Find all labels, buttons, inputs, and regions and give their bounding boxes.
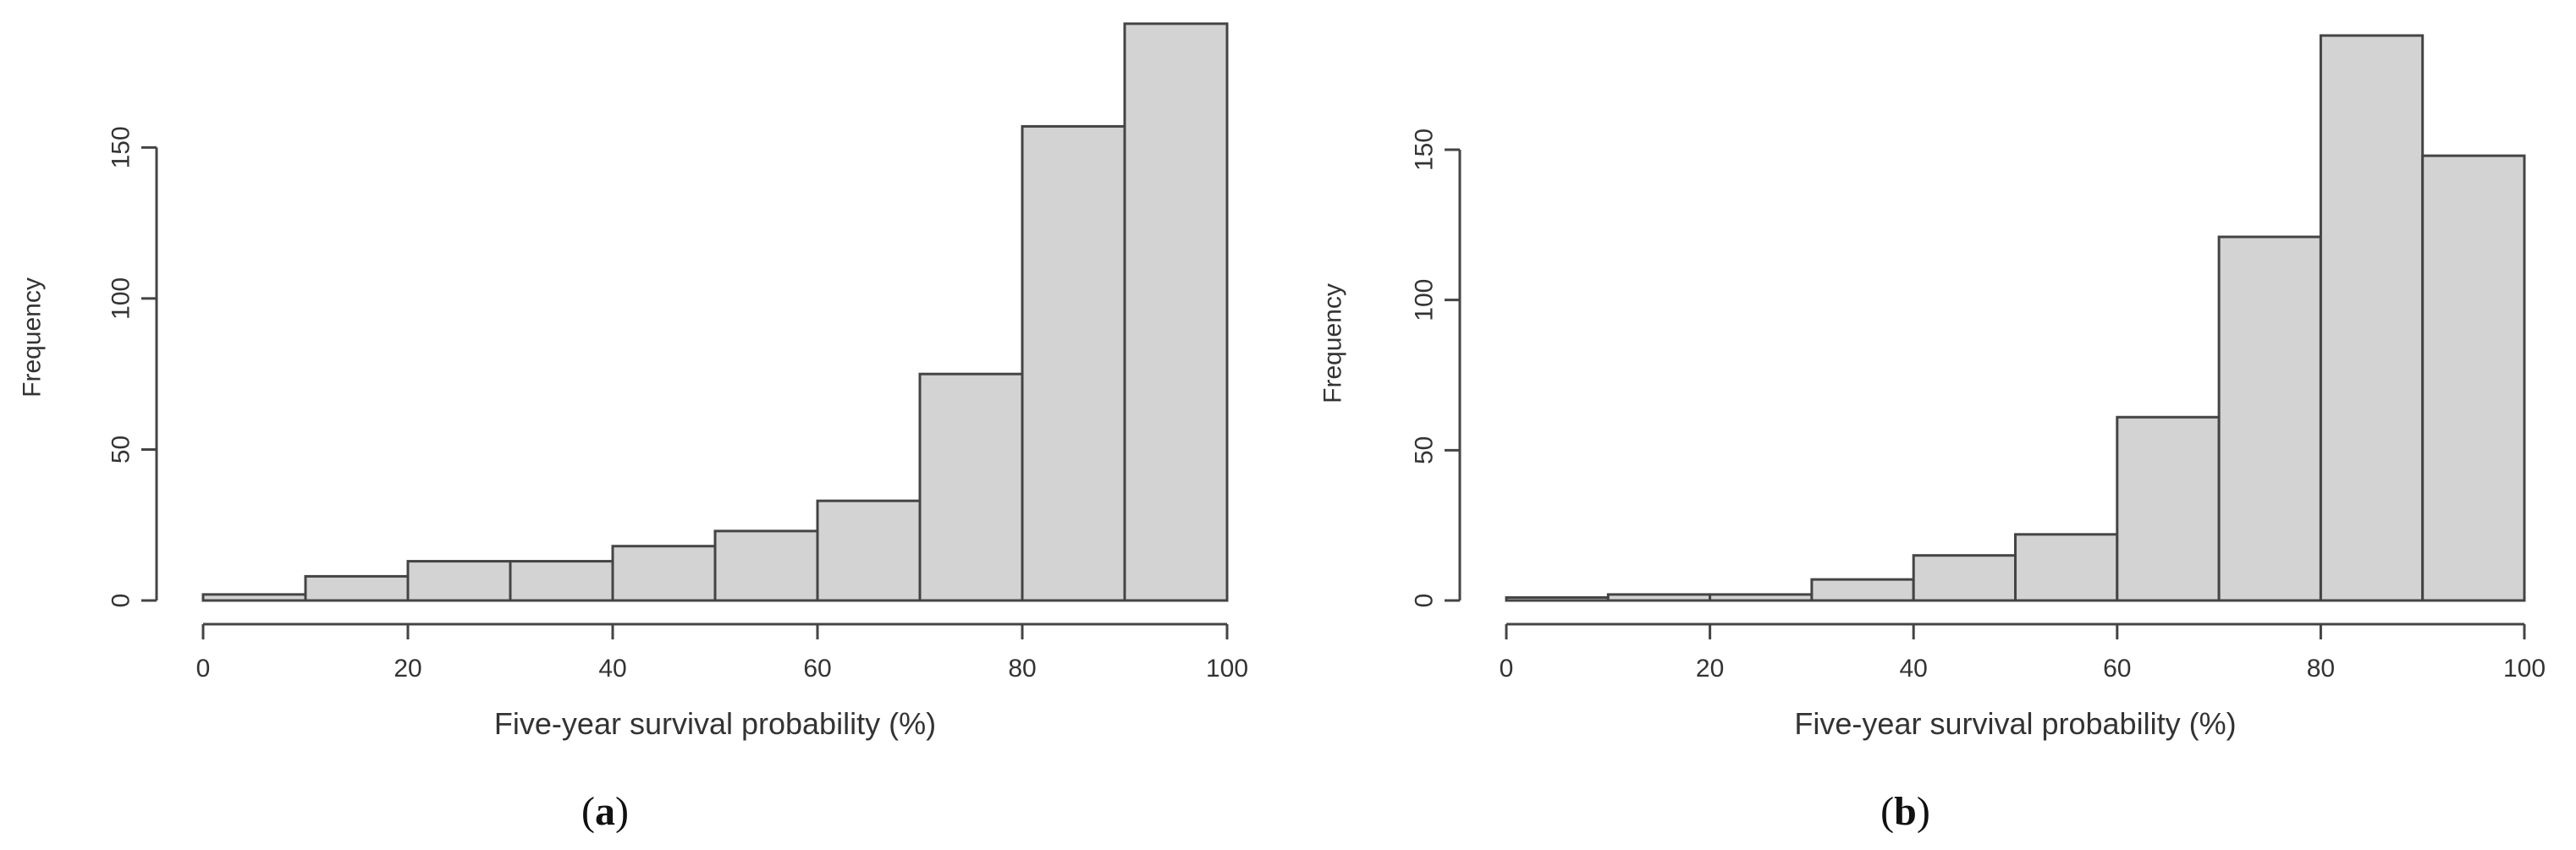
histogram-bar [1810, 578, 1915, 602]
y-axis-label: Frequency [19, 277, 47, 398]
x-tick-label: 80 [2307, 655, 2335, 683]
histogram-bar [2421, 154, 2526, 602]
x-tick-label: 100 [1206, 655, 1248, 683]
histogram-bar [1606, 593, 1712, 602]
y-tick-label: 50 [107, 436, 135, 463]
histogram-bar [1505, 595, 1610, 602]
y-axis: 0 50 100 150 [1411, 129, 1461, 607]
bars-group [201, 22, 1229, 602]
x-tick-label: 40 [1900, 655, 1928, 683]
caption-open-paren: ( [581, 789, 595, 834]
x-axis-label: Five-year survival probability (%) [1794, 706, 2236, 741]
histogram-bar [611, 545, 717, 602]
histogram-bar [509, 560, 614, 602]
x-axis: 0 20 40 60 80 100 [196, 622, 1248, 683]
histogram-bar [1912, 554, 2017, 602]
x-tick-label: 60 [803, 655, 831, 683]
x-tick-label: 100 [2503, 655, 2546, 683]
y-tick-label: 100 [107, 277, 135, 320]
histogram-panel-a: 0 50 100 150 0 20 40 60 80 100 Frequency Five-ye… [19, 22, 1248, 834]
x-tick-label: 40 [598, 655, 626, 683]
histogram-bar [406, 560, 512, 602]
panel-caption: (a) [581, 789, 629, 834]
x-axis: 0 20 40 60 80 100 [1500, 622, 2546, 683]
caption-letter: a [595, 789, 615, 834]
caption-open-paren: ( [1880, 789, 1894, 834]
x-tick-label: 0 [1500, 655, 1514, 683]
histogram-bar [1709, 593, 1814, 602]
histogram-bar [816, 499, 922, 602]
x-tick-label: 80 [1008, 655, 1036, 683]
x-tick-label: 60 [2103, 655, 2131, 683]
caption-close-paren: ) [615, 789, 629, 834]
x-axis-label: Five-year survival probability (%) [494, 706, 936, 741]
histogram-bar [201, 593, 307, 602]
histogram-bar [2319, 34, 2425, 602]
panel-caption: (b) [1880, 789, 1930, 834]
bars-group [1505, 34, 2526, 602]
y-tick-label: 150 [1411, 129, 1439, 171]
y-tick-label: 0 [107, 594, 135, 608]
histogram-bar [1021, 124, 1126, 602]
caption-close-paren: ) [1917, 789, 1930, 834]
histogram-bar [713, 529, 819, 602]
y-axis: 0 50 100 150 [107, 126, 158, 608]
histogram-bar [304, 574, 410, 602]
histogram-bar [918, 372, 1024, 602]
x-tick-label: 20 [394, 655, 421, 683]
histogram-bar [2014, 533, 2119, 602]
caption-letter: b [1894, 789, 1917, 834]
y-tick-label: 100 [1411, 279, 1439, 321]
histogram-bar [2116, 415, 2221, 602]
histogram-panel-b: 0 50 100 150 0 20 40 60 80 100 Frequency Five-ye… [1319, 34, 2546, 834]
histogram-bar [2217, 235, 2322, 602]
x-tick-label: 20 [1696, 655, 1724, 683]
x-tick-label: 0 [196, 655, 211, 683]
y-axis-label: Frequency [1319, 283, 1347, 403]
histogram-bar [1123, 22, 1229, 602]
y-tick-label: 150 [107, 126, 135, 168]
y-tick-label: 0 [1411, 594, 1439, 608]
y-tick-label: 50 [1411, 436, 1439, 464]
